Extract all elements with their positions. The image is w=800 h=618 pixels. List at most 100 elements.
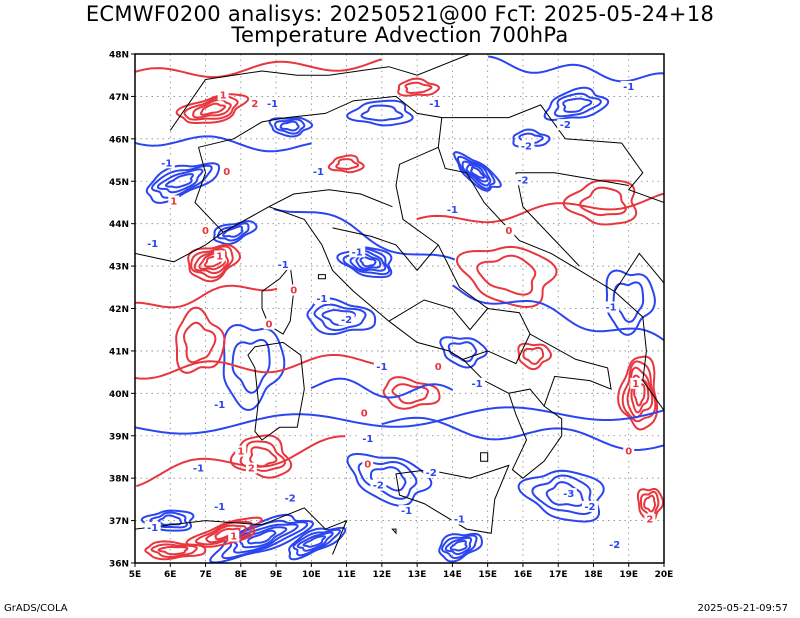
lon-tick-label: 7E xyxy=(199,570,211,580)
contour-value-label: -1 xyxy=(161,158,172,169)
cold-contour xyxy=(222,225,244,238)
contour-label-bg xyxy=(217,89,229,101)
contour-label-bg xyxy=(249,97,261,109)
contour-value-label: 1 xyxy=(237,447,244,458)
coastline xyxy=(480,452,489,462)
lon-tick-label: 17E xyxy=(549,570,568,580)
contour-label-bg xyxy=(214,250,226,262)
coastline xyxy=(317,274,326,280)
coastline xyxy=(437,147,664,411)
coastline xyxy=(515,172,629,186)
warm-contour xyxy=(193,248,230,275)
warm-contour xyxy=(617,355,659,431)
warm-contour xyxy=(175,306,226,374)
cold-contour xyxy=(517,469,605,523)
coastline xyxy=(135,507,348,555)
cold-contour xyxy=(156,168,204,194)
cold-contour xyxy=(453,151,502,192)
cold-contour xyxy=(231,338,271,394)
contour-value-label: 0 xyxy=(266,319,273,330)
lat-tick-label: 44N xyxy=(109,220,129,230)
coastline xyxy=(169,54,471,131)
warm-contour xyxy=(194,520,253,546)
contour-value-label: -2 xyxy=(517,175,528,186)
cold-contour xyxy=(447,341,478,363)
contour-value-labels: 12 -1-1010-11-100-1-2-1-1-1-2-2-10-2-1-11… xyxy=(144,80,656,551)
cold-contour xyxy=(221,519,309,560)
lat-tick-label: 45N xyxy=(109,178,129,188)
lon-tick-label: 6E xyxy=(164,570,176,580)
cold-contour xyxy=(164,173,195,189)
lat-tick-label: 40N xyxy=(109,390,129,400)
contour-value-label: 1 xyxy=(632,379,639,390)
contour-value-label: 1 xyxy=(170,196,177,207)
cold-contour xyxy=(441,534,478,560)
lon-tick-label: 20E xyxy=(655,570,674,580)
contour-label-bg xyxy=(362,458,374,470)
contour-value-label: -1 xyxy=(313,167,324,178)
contour-label-bg xyxy=(432,360,444,372)
contour-value-label: -2 xyxy=(285,493,296,504)
contour-value-label: -1 xyxy=(472,379,483,390)
axis-tick-labels: 5E 6E 7E 8E 9E 10E 11E 12E 13E 14E 15E 16E 17E 18E 19E… xyxy=(109,51,673,581)
footer-timestamp: 2025-05-21-09:57 xyxy=(697,603,788,614)
contour-value-label: 0 xyxy=(361,409,368,420)
contour-label-bg xyxy=(228,530,240,542)
contour-value-label: -1 xyxy=(193,464,204,475)
coastline xyxy=(515,172,580,267)
contour-label-bg xyxy=(444,203,461,215)
lon-tick-label: 18E xyxy=(584,570,603,580)
lon-tick-label: 8E xyxy=(235,570,247,580)
contour-value-label: 0 xyxy=(625,447,632,458)
contour-label-bg xyxy=(518,140,535,152)
cold-contour xyxy=(461,160,492,187)
advection-contours xyxy=(135,55,664,563)
lat-tick-label: 46N xyxy=(109,135,129,145)
cold-contour xyxy=(439,336,488,369)
contour-label-bg xyxy=(200,225,212,237)
contour-value-label: -1 xyxy=(267,99,278,110)
contour-label-bg xyxy=(581,500,598,512)
cold-contour xyxy=(288,526,347,561)
coastline xyxy=(268,189,393,208)
coastline xyxy=(194,147,224,233)
contour-value-label: 2 xyxy=(248,464,255,475)
lon-tick-label: 5E xyxy=(129,570,141,580)
cold-contour xyxy=(140,509,195,532)
cold-contour xyxy=(444,536,473,556)
cold-contour xyxy=(452,284,664,342)
contour-label-bg xyxy=(263,318,275,330)
warm-contour xyxy=(633,382,646,407)
warm-contour xyxy=(579,186,627,217)
warm-contour xyxy=(199,102,227,116)
warm-contour xyxy=(144,540,207,561)
warm-contour xyxy=(135,354,383,380)
contour-label-bg xyxy=(469,377,486,389)
contour-value-label: -1 xyxy=(401,506,412,517)
cold-contour xyxy=(216,222,250,242)
cold-contour xyxy=(274,118,306,135)
coastline xyxy=(508,388,545,407)
cold-contour xyxy=(543,86,610,122)
contour-label-bg xyxy=(644,513,656,525)
warm-contour xyxy=(190,245,234,279)
lon-tick-label: 13E xyxy=(408,570,427,580)
contour-label-bg xyxy=(158,157,175,169)
contour-value-label: 2 xyxy=(646,515,653,526)
contour-label-bg xyxy=(282,492,299,504)
cold-contour xyxy=(342,247,391,276)
contour-label-bg xyxy=(264,97,281,109)
contour-value-label: -1 xyxy=(454,515,465,526)
contour-label-bg xyxy=(620,80,637,92)
contour-label-bg xyxy=(398,505,415,517)
coastline xyxy=(247,341,305,441)
contour-value-label: -2 xyxy=(584,502,595,513)
warm-contour xyxy=(135,284,278,309)
lat-tick-label: 36N xyxy=(109,560,129,570)
cold-contour xyxy=(612,281,645,323)
contour-value-label: -1 xyxy=(147,239,158,250)
cold-contour xyxy=(310,377,454,399)
cold-contour xyxy=(292,528,342,557)
warm-contour xyxy=(416,192,664,224)
